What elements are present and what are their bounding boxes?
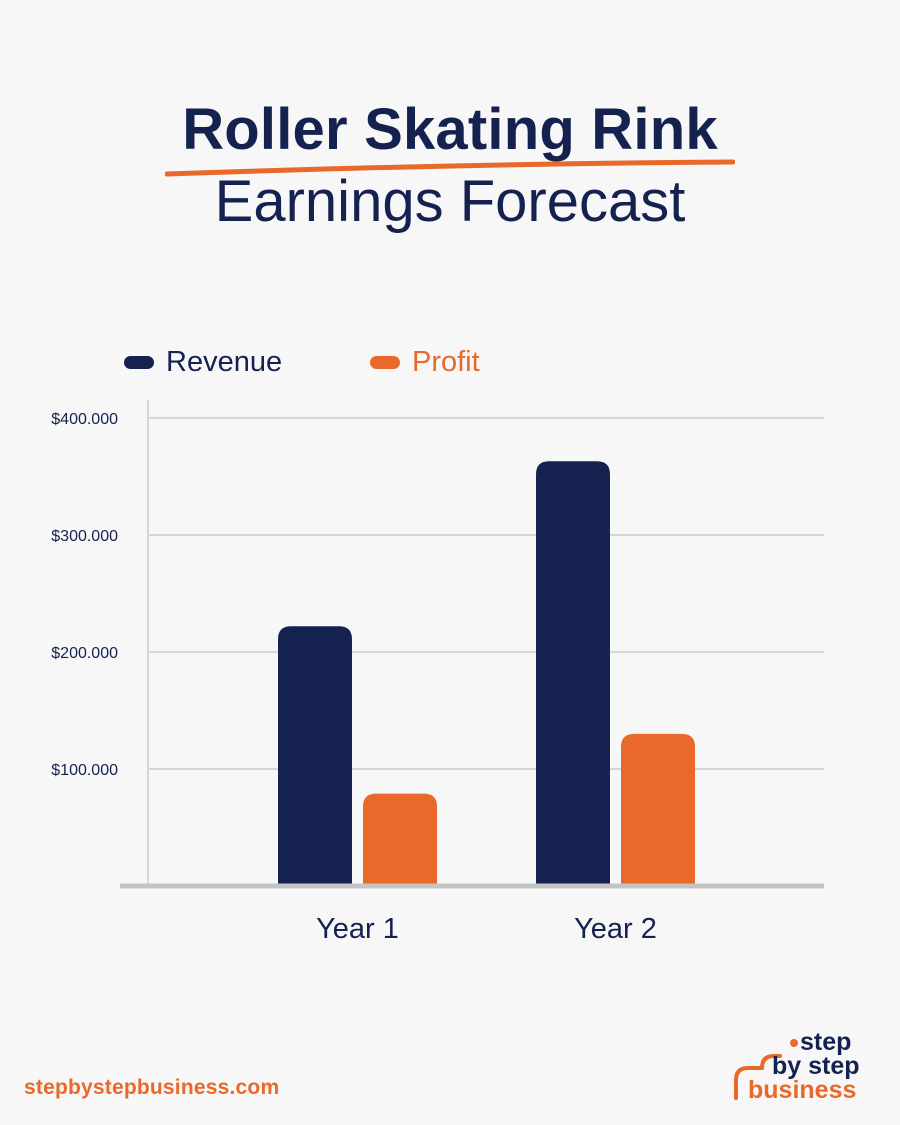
legend-swatch-profit [370, 355, 400, 369]
legend: Revenue Profit [0, 342, 900, 382]
logo-word-3: business [748, 1076, 857, 1104]
x-tick-label: Year 1 [316, 913, 399, 945]
legend-label-profit: Profit [412, 346, 480, 378]
logo-arrow-icon [734, 1039, 798, 1100]
y-tick-label: $300.000 [51, 528, 118, 545]
bar-profit-1 [363, 793, 437, 886]
y-tick-label: $100.000 [51, 762, 118, 779]
y-tick-label: $400.000 [51, 411, 118, 428]
legend-label-revenue: Revenue [166, 346, 283, 378]
bar-profit-2 [621, 733, 695, 886]
bar-chart: $100.000 $200.000 $300.000 $400.000 Year 1 Ye… [51, 400, 824, 945]
y-tick-label: $200.000 [51, 645, 118, 662]
title-underline [165, 159, 735, 177]
bar-revenue-2 [536, 461, 610, 886]
bar-revenue-1 [278, 626, 352, 886]
brand-logo: step by step business [728, 1028, 878, 1108]
title-line-2: Earnings Forecast [214, 169, 686, 234]
chart-title: Roller Skating Rink Earnings Forecast [0, 92, 900, 240]
logo-word-1: step [800, 1028, 852, 1056]
legend-item-profit: Profit [370, 342, 480, 382]
footer-url: stepbystepbusiness.com [24, 1076, 280, 1099]
title-line-1: Roller Skating Rink [182, 97, 718, 162]
logo-word-2: by step [772, 1052, 860, 1080]
legend-item-revenue: Revenue [124, 342, 282, 382]
x-tick-label: Year 2 [574, 913, 657, 945]
legend-swatch-revenue [124, 355, 154, 369]
